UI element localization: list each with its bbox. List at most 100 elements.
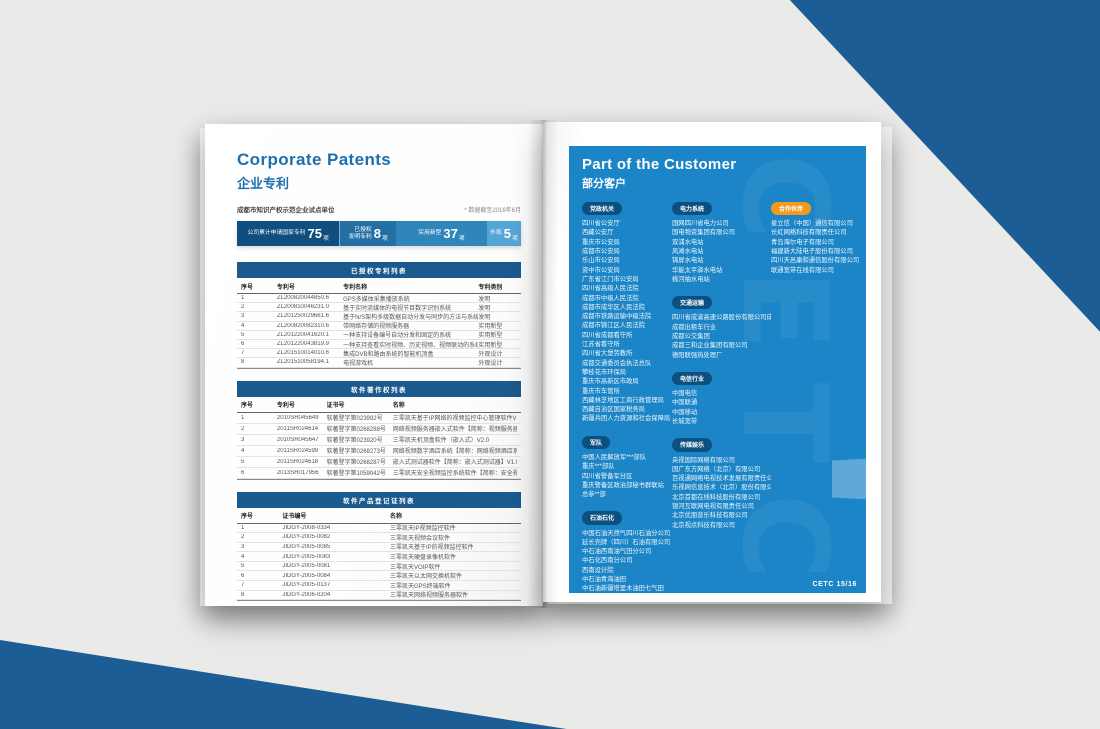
customer-item: 资中市公安局 xyxy=(582,266,620,274)
table-row: 7 ZL201510014010.6 集成DVB和路由系统的智能机顶盒 外观设计 xyxy=(237,349,521,359)
patent-table: 软件著作权列表 序号 专利号 证书号 名称 1 2010SR045649 软著登字第02399… xyxy=(237,380,521,480)
table-cell: JIDGY-2005-0082 xyxy=(282,534,331,541)
section-badge: 石油石化 xyxy=(582,511,623,525)
patent-table: 已授权专利列表 序号 专利号 专利名称 专利类别 1 ZL200820044850.6 GPS… xyxy=(237,262,521,369)
stat-unit: 项 xyxy=(322,236,329,242)
customer-item: 北京视点科技有限公司 xyxy=(672,521,735,529)
table-cell: 带网络存储的视频服务器 xyxy=(343,324,410,331)
table-row: 3 JIDGY-2005-0085 三零凯天基于IP的视频监控软件 xyxy=(237,543,521,553)
note-left: 成都市知识产权示范企业试点单位 xyxy=(237,207,335,214)
customer-title-zh: 部分客户 xyxy=(582,178,626,190)
table-cell: 三零凯天VOIP软件 xyxy=(390,564,441,571)
table-cell: ZL200820044850.6 xyxy=(276,295,329,302)
page-title-en: Corporate Patents xyxy=(237,150,392,169)
table-cell: 3 xyxy=(241,313,245,320)
table-cell: 5 xyxy=(241,563,245,570)
customer-item: 成都出租车行业 xyxy=(672,323,717,331)
table-cell: 一种支持查看实时视频、历史视频、视频联动的系统 xyxy=(343,342,479,349)
customer-item: 中国石油天然气四川石油分公司 xyxy=(582,529,671,537)
table-cell: JIDGY-2006-0204 xyxy=(282,591,331,598)
section-badge: 电力系统 xyxy=(672,201,713,216)
table-cell: 基于实时流媒体的电视节目数字识别系统 xyxy=(343,305,452,312)
table-cell: GPS多媒体采集播放系统 xyxy=(343,296,410,303)
table-cell: 网络视频数字酒店系统【简称：网络视频酒店系统】V1.0 xyxy=(392,449,517,455)
table-cell: 三零凯天以太网交换机软件 xyxy=(390,574,463,581)
table-cell: 5 xyxy=(241,458,245,465)
table-row: 6 2013SR017956 软著登字第1059042号 三零凯天安全视频监控系统软件… xyxy=(237,468,521,479)
table-cell: 3 xyxy=(241,543,245,550)
column-header: 专利号 xyxy=(276,284,295,291)
table-cell: 一种支持设备编号自动分发和固定的系统 xyxy=(343,333,452,340)
customer-item: 德阳联强热处理厂 xyxy=(672,351,723,359)
table-cell: 发明 xyxy=(478,305,491,312)
customer-item: 乐视网信息技术（北京）股份有限公司 xyxy=(672,484,771,492)
customer-item: 四川省警备军分区 xyxy=(582,472,633,480)
table-cell: 1 xyxy=(241,295,245,302)
column-header: 证书编号 xyxy=(282,514,307,520)
table-cell: JIDGY-2005-0084 xyxy=(282,572,331,579)
stat-segment: 外观 5 项 xyxy=(486,221,521,246)
table-cell: 三零凯天机顶盒软件（嵌入式）V2.0 xyxy=(392,438,490,444)
table-cell: 3 xyxy=(241,436,245,443)
customer-item: 乐山市公安局 xyxy=(582,257,620,265)
stat-label: 公司累计申请国家专利 xyxy=(247,230,306,237)
table-row: 8 JIDGY-2006-0204 三零凯天网络视频服务器软件 xyxy=(237,591,521,601)
customer-item: 长虹网络科技有限责任公司 xyxy=(771,229,847,237)
section-badge: 电信行业 xyxy=(672,371,713,386)
customer-item: 四川省成渝高速公路股份有限公司成雅分公司 xyxy=(672,314,771,322)
table-row: 1 ZL200820044850.6 GPS多媒体采集播放系统 发明 xyxy=(237,294,521,304)
customer-item: 成都市铁路运输中级法院 xyxy=(582,313,652,321)
table-cell: 2010SR045647 xyxy=(276,436,319,443)
table-cell: 嵌入式测试器软件【简称：嵌入式测试器】V1.0 xyxy=(392,460,517,466)
customer-section: 合作伙伴 星立信（中国）通信有限公司 长虹网络科技有限责任公司 青岛海尔电子有限公司福… xyxy=(771,198,866,275)
table-cell: 软著登字第023920号 xyxy=(326,438,383,444)
table-cell: 2011SR024599 xyxy=(276,447,319,454)
customer-item: 延长壳牌（四川）石油有限公司 xyxy=(582,538,671,546)
table-cell: 8 xyxy=(241,359,245,366)
table-cell: 网络视频服务器嵌入式软件【简称：视频服务器软件】V1.0 xyxy=(392,427,517,433)
table-title: 软件著作权列表 xyxy=(237,380,521,397)
table-cell: JIDGY-2005-0083 xyxy=(282,553,331,560)
table-row: 1 2010SR045649 软著登字第023992号 三零凯天基于IP网络的视频监控… xyxy=(237,413,521,424)
table-cell: 三零凯天安全视频监控系统软件【简称：安全视频监控软件】V2.0 xyxy=(392,471,517,477)
customer-item: 总参**部 xyxy=(582,491,606,499)
table-cell: 1 xyxy=(241,414,245,421)
customer-item: 西藏林芝地区工商行政管理局 xyxy=(582,396,664,404)
table-cell: ZL201220043819.9 xyxy=(276,341,329,348)
table-cell: ZL200810046231.0 xyxy=(276,304,329,311)
table-row: 5 JIDGY-2005-0081 三零凯天VOIP软件 xyxy=(237,562,521,572)
stat-value: 8 xyxy=(373,226,381,241)
table-cell: 软著登字第023992号 xyxy=(326,416,383,422)
customer-item: 江苏省看守所 xyxy=(582,341,620,349)
column-header: 证书号 xyxy=(326,403,345,409)
table-cell: 三零凯天视频会议软件 xyxy=(390,535,451,542)
table-row: 6 ZL201220043819.9 一种支持查看实时视频、历史视频、视频联动的系统… xyxy=(237,340,521,350)
stat-label: 实用新型 xyxy=(418,230,442,237)
customer-item: 重庆警备区政治部秘书群联站 xyxy=(582,481,664,489)
table-row: 4 JIDGY-2005-0083 三零凯天硬盘录像机软件 xyxy=(237,552,521,562)
table-title: 已授权专利列表 xyxy=(237,262,521,278)
section-badge: 传媒娱乐 xyxy=(672,438,713,452)
table-cell: 2010SR045649 xyxy=(276,414,319,421)
column-header: 序号 xyxy=(241,403,254,409)
table-cell: 三零凯天GPS终端软件 xyxy=(390,583,451,590)
table-cell: ZL201220041620.1 xyxy=(276,331,329,338)
patent-tables: 已授权专利列表 序号 专利号 专利名称 专利类别 1 ZL200820044850.6 GPS… xyxy=(237,262,521,602)
customer-item: 成都交通委员会执法总队 xyxy=(582,359,652,367)
column-header: 序号 xyxy=(241,514,254,520)
customer-section: 电力系统 国网四川省电力公司 国电物资集团有限公司 双浦水电站 风滩水电站 锦屏水电站 华能… xyxy=(672,198,771,284)
customer-item: 成都公交集团 xyxy=(672,333,710,341)
table-cell: JIDGY-2005-0137 xyxy=(282,582,331,589)
customer-item: 百视通网络电视技术发展有限责任公司 xyxy=(672,475,771,483)
table-cell: 外观设计 xyxy=(478,360,503,367)
table-cell: 2013SR017956 xyxy=(276,469,319,476)
table-cell: 发明 xyxy=(478,296,491,303)
table-cell: ZL201510014010.6 xyxy=(276,350,329,357)
customer-item: 成都三和企业集团有限公司 xyxy=(672,342,748,350)
customer-item: 重庆市高新区市政局 xyxy=(582,378,639,386)
table-cell: 实用新型 xyxy=(478,333,503,340)
customer-item: 四川省公安厅 xyxy=(582,220,620,228)
customer-item: 星立信（中国）通信有限公司 xyxy=(771,220,853,228)
